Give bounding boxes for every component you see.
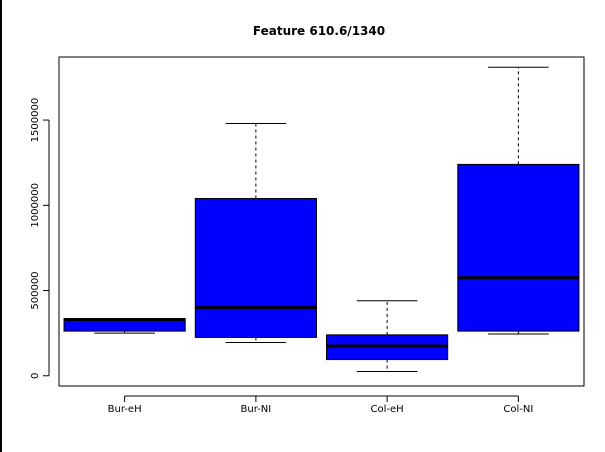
plot-area-border [58,56,585,387]
y-tick-label: 1000000 [30,183,41,228]
y-tick-label: 1500000 [30,98,41,143]
box-col-eh [326,300,449,373]
window-edge [0,0,2,452]
x-tick-label: Col-NI [503,404,533,415]
box-bur-eh [63,318,186,334]
x-tick-label: Bur-eH [108,404,142,415]
x-tick-label: Col-eH [371,404,404,415]
chart-title: Feature 610.6/1340 [253,24,385,38]
box-col-ni [457,66,580,335]
x-tick-label: Bur-NI [241,404,272,415]
y-tick-label: 500000 [30,271,41,309]
box-bur-ni [194,122,317,344]
iqr-box [457,163,580,332]
iqr-box [194,197,317,338]
x-axis: Bur-eH Bur-NI Col-eH Col-NI [108,395,533,415]
boxes-group [63,66,580,373]
y-axis: 0 500000 1000000 1500000 [30,98,50,379]
y-tick-label: 0 [30,373,41,379]
